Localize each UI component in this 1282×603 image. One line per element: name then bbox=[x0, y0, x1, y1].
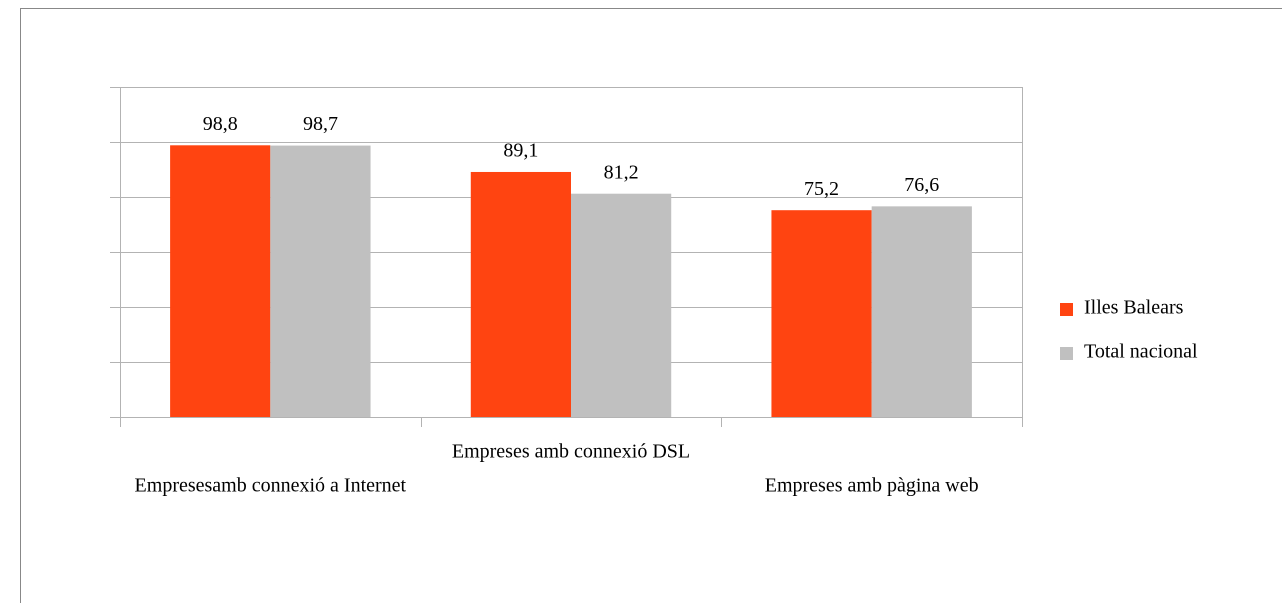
data-label: 98,7 bbox=[303, 113, 338, 135]
bar bbox=[170, 145, 271, 418]
bar bbox=[470, 171, 571, 417]
x-tick-label: Empreses amb pàgina web bbox=[765, 475, 979, 497]
data-label: 89,1 bbox=[503, 140, 538, 162]
x-tick-label: Empresesamb connexió a Internet bbox=[135, 475, 407, 497]
bar bbox=[270, 145, 371, 417]
legend-label: Total nacional bbox=[1084, 341, 1198, 363]
bar bbox=[871, 206, 972, 417]
legend-label: Illes Balears bbox=[1084, 297, 1184, 319]
bar bbox=[771, 210, 872, 417]
data-label: 81,2 bbox=[604, 161, 639, 183]
bar bbox=[571, 193, 672, 417]
legend-swatch bbox=[1060, 347, 1073, 360]
legend-swatch bbox=[1060, 303, 1073, 316]
x-tick-label: Empreses amb connexió DSL bbox=[452, 441, 690, 463]
data-label: 75,2 bbox=[804, 178, 839, 200]
data-label: 76,6 bbox=[904, 174, 939, 196]
data-label: 98,8 bbox=[203, 113, 238, 135]
